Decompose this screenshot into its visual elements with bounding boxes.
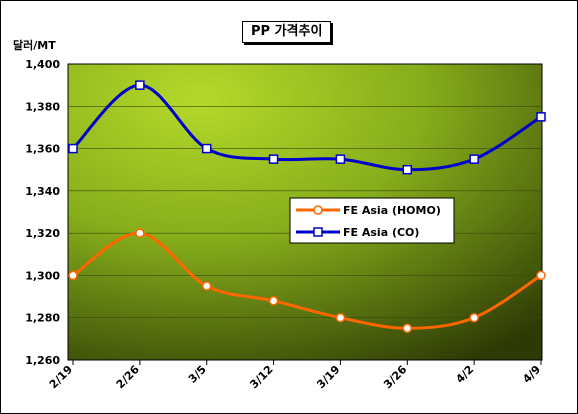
data-point — [536, 270, 546, 281]
x-tick-label: 2/19 — [47, 363, 75, 391]
y-tick-labels: 1,260 1,280 1,300 1,320 1,340 1,360 1,380 1,400 — [25, 58, 60, 367]
x-tick-label: 3/5 — [186, 363, 209, 386]
data-point — [135, 228, 145, 238]
data-point — [469, 154, 479, 164]
data-point — [135, 80, 145, 90]
legend: FE Asia (HOMO) FE Asia (CO) — [289, 197, 455, 244]
x-tick-label: 4/9 — [520, 363, 543, 386]
x-tick-labels: 2/19 2/26 3/5 3/12 3/19 3/26 4/2 4/9 — [47, 363, 543, 392]
data-point — [402, 323, 413, 334]
x-tick-label: 3/26 — [381, 363, 410, 392]
legend-label-0: FE Asia (HOMO) — [343, 204, 441, 217]
x-tick-label: 3/12 — [247, 363, 275, 391]
y-tick-label: 1,300 — [25, 269, 60, 282]
legend-marker — [313, 227, 323, 237]
data-point — [268, 154, 279, 164]
y-tick-label: 1,360 — [25, 143, 60, 156]
series-layer — [68, 80, 546, 334]
data-point — [68, 270, 78, 281]
y-tick-label: 1,400 — [25, 58, 60, 71]
y-axis-label: 달러/MT — [13, 39, 56, 52]
data-point — [268, 296, 279, 306]
data-point — [335, 154, 346, 164]
data-point — [402, 164, 413, 175]
data-point — [469, 312, 479, 323]
y-tick-label: 1,380 — [25, 100, 60, 113]
x-tick-label: 4/2 — [453, 363, 476, 386]
y-tick-label: 1,260 — [25, 354, 60, 367]
data-point — [201, 281, 212, 291]
data-point — [68, 143, 78, 154]
data-point — [335, 312, 346, 323]
chart-title: PP 가격추이 — [242, 21, 332, 43]
y-tick-label: 1,340 — [25, 185, 60, 198]
data-point — [201, 143, 212, 154]
data-point — [536, 112, 546, 122]
y-tick-label: 1,320 — [25, 227, 60, 240]
legend-label-1: FE Asia (CO) — [343, 226, 419, 239]
x-tick-marks — [72, 360, 542, 365]
x-tick-label: 2/26 — [114, 363, 143, 392]
x-tick-label: 3/19 — [314, 363, 342, 391]
y-tick-label: 1,280 — [25, 312, 60, 325]
legend-marker — [313, 205, 323, 215]
